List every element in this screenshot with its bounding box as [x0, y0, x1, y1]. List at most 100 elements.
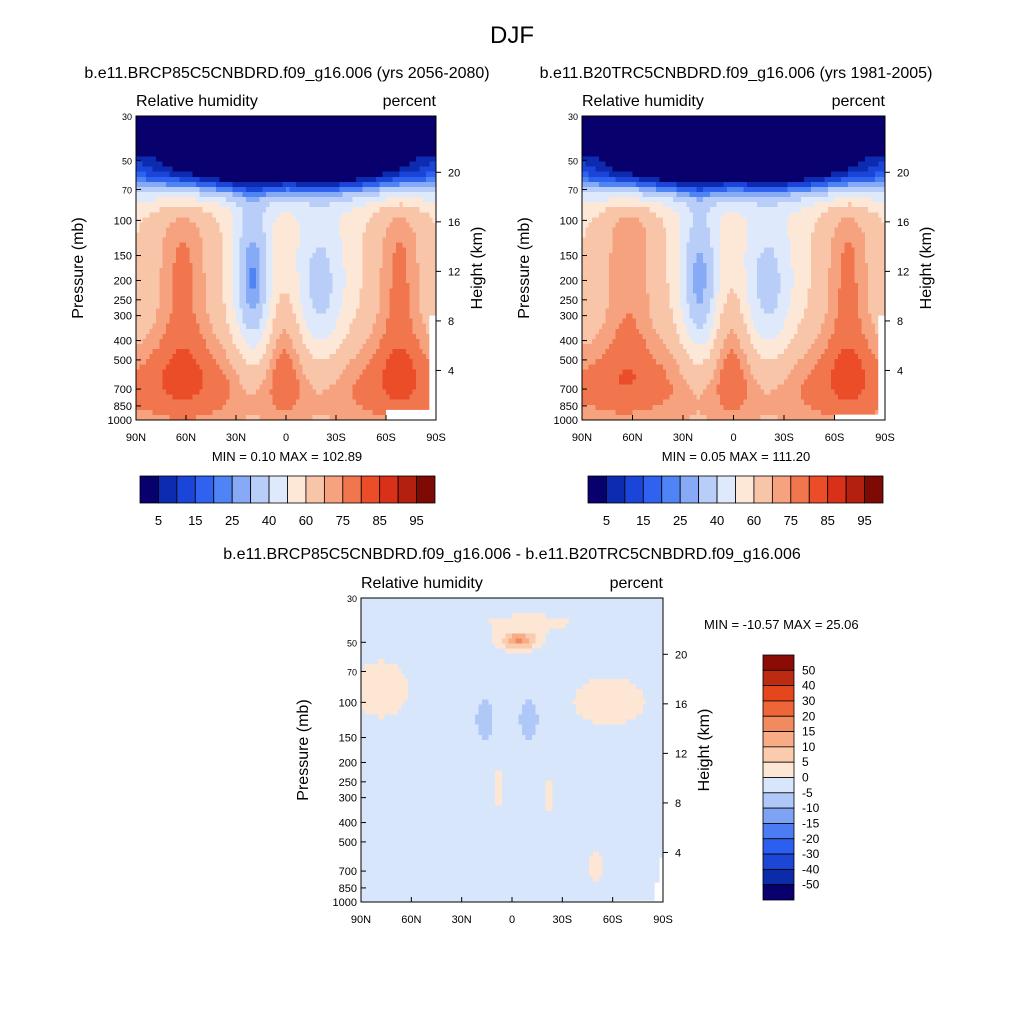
heatmap-cell: [322, 273, 327, 279]
heatmap-cell: [432, 131, 437, 137]
heatmap-cell: [319, 166, 324, 173]
heatmap-cell: [156, 283, 160, 289]
heatmap-cell: [332, 273, 337, 279]
heatmap-cell: [402, 181, 407, 188]
heatmap-cell: [166, 237, 170, 244]
heatmap-cell: [429, 202, 434, 208]
heatmap-cell: [186, 186, 190, 193]
heatmap-cell: [416, 252, 420, 259]
heatmap-cell: [372, 232, 377, 239]
heatmap-cell: [306, 131, 310, 137]
heatmap-cell: [239, 176, 244, 183]
heatmap-cell: [202, 202, 207, 208]
heatmap-cell: [396, 242, 400, 249]
heatmap-cell: [376, 186, 380, 193]
heatmap-cell: [416, 121, 420, 127]
heatmap-cell: [382, 207, 387, 213]
heatmap-cell: [179, 227, 184, 234]
heatmap-cell: [399, 181, 404, 188]
heatmap-cell: [206, 192, 210, 198]
heatmap-cell: [292, 232, 297, 239]
heatmap-cell: [186, 161, 190, 168]
heatmap-cell: [186, 131, 190, 137]
heatmap-cell: [172, 192, 177, 198]
heatmap-cell: [326, 121, 330, 127]
heatmap-cell: [239, 202, 244, 208]
heatmap-cell: [332, 186, 337, 193]
heatmap-cell: [272, 237, 277, 244]
heatmap-cell: [169, 197, 174, 203]
heatmap-cell: [232, 146, 237, 153]
heatmap-cell: [259, 227, 264, 234]
heatmap-cell: [136, 212, 140, 218]
heatmap-cell: [236, 242, 240, 249]
heatmap-cell: [396, 151, 400, 158]
heatmap-cell: [252, 151, 257, 158]
heatmap-cell: [146, 207, 150, 213]
heatmap-cell: [146, 121, 150, 127]
heatmap-cell: [159, 202, 164, 208]
heatmap-cell: [306, 257, 310, 264]
heatmap-cell: [379, 217, 384, 223]
heatmap-cell: [219, 141, 224, 147]
heatmap-cell: [282, 197, 287, 203]
heatmap-cell: [169, 176, 174, 183]
heatmap-cell: [286, 171, 290, 178]
heatmap-cell: [142, 207, 147, 213]
heatmap-cell: [319, 192, 324, 198]
heatmap-cell: [266, 232, 270, 239]
heatmap-cell: [402, 171, 407, 178]
heatmap-cell: [262, 116, 267, 122]
heatmap-cell: [306, 146, 310, 153]
heatmap-cell: [236, 126, 240, 132]
heatmap-cell: [276, 197, 280, 203]
heatmap-cell: [406, 202, 410, 208]
heatmap-cell: [212, 156, 217, 163]
heatmap-cell: [419, 161, 424, 168]
heatmap-cell: [176, 283, 180, 289]
heatmap-cell: [226, 222, 230, 229]
heatmap-cell: [286, 283, 290, 289]
heatmap-cell: [236, 268, 240, 274]
heatmap-cell: [392, 192, 397, 198]
heatmap-cell: [339, 192, 344, 198]
heatmap-cell: [426, 131, 430, 137]
heatmap-cell: [296, 242, 300, 249]
heatmap-cell: [326, 197, 330, 203]
heatmap-cell: [156, 131, 160, 137]
heatmap-cell: [382, 197, 387, 203]
heatmap-cell: [236, 232, 240, 239]
heatmap-cell: [212, 192, 217, 198]
heatmap-cell: [189, 151, 194, 158]
heatmap-cell: [412, 186, 417, 193]
heatmap-cell: [292, 121, 297, 127]
heatmap-cell: [339, 252, 344, 259]
heatmap-cell: [196, 116, 200, 122]
heatmap-cell: [399, 273, 404, 279]
heatmap-cell: [309, 131, 314, 137]
heatmap-cell: [409, 192, 414, 198]
heatmap-cell: [279, 268, 284, 274]
heatmap-cell: [256, 166, 260, 173]
heatmap-cell: [326, 186, 330, 193]
heatmap-cell: [409, 278, 414, 284]
heatmap-cell: [269, 141, 274, 147]
heatmap-cell: [212, 202, 217, 208]
heatmap-cell: [216, 151, 220, 158]
heatmap-cell: [309, 278, 314, 284]
heatmap-cell: [149, 278, 154, 284]
heatmap-cell: [392, 278, 397, 284]
heatmap-cell: [426, 212, 430, 218]
heatmap-cell: [142, 217, 147, 223]
heatmap-cell: [156, 257, 160, 264]
heatmap-cell: [272, 202, 277, 208]
heatmap-cell: [199, 171, 204, 178]
heatmap-cell: [272, 278, 277, 284]
heatmap-cell: [232, 151, 237, 158]
heatmap-cell: [366, 171, 370, 178]
heatmap-cell: [342, 273, 347, 279]
heatmap-cell: [309, 217, 314, 223]
heatmap-cell: [209, 192, 214, 198]
heatmap-cell: [149, 232, 154, 239]
heatmap-cell: [166, 268, 170, 274]
